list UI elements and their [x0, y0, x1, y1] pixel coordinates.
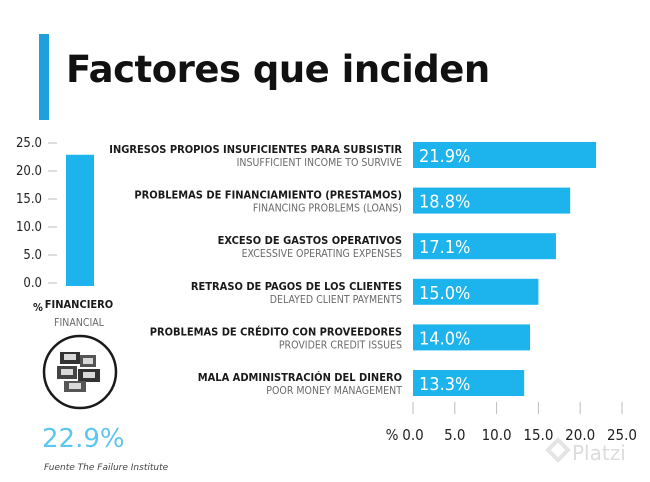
x-tick-label: 25.0	[607, 426, 637, 444]
y-axis-unit: %	[33, 301, 43, 314]
factor-value-label: 18.8%	[419, 192, 470, 213]
factor-label: INGRESOS PROPIOS INSUFICIENTES PARA SUBS…	[109, 143, 402, 156]
factor-value-label: 21.9%	[419, 146, 470, 167]
factor-bar	[413, 278, 539, 305]
factor-bar	[413, 233, 556, 260]
x-axis-unit: %	[386, 426, 399, 444]
financial-bar	[66, 154, 94, 286]
factor-label: RETRASO DE PAGOS DE LOS CLIENTES	[191, 280, 402, 293]
factor-bar	[413, 187, 571, 214]
factor-label-en: PROVIDER CREDIT ISSUES	[279, 339, 402, 351]
financial-label-en: FINANCIAL	[54, 317, 105, 329]
page-title: Factores que inciden	[66, 48, 490, 91]
y-tick-label: 25.0	[16, 136, 42, 151]
factor-bar	[413, 370, 525, 396]
source-note: Fuente The Failure Institute	[44, 463, 169, 473]
financial-big-value: 22.9%	[42, 424, 125, 454]
factor-label: MALA ADMINISTRACIÓN DEL DINERO	[198, 371, 402, 384]
factor-label-en: DELAYED CLIENT PAYMENTS	[270, 294, 402, 306]
x-tick-label: 20.0	[565, 426, 595, 444]
y-tick-label: 5.0	[23, 248, 42, 263]
factors-horizontal-bar-chart: 21.9% INGRESOS PROPIOS INSUFICIENTES PARA…	[109, 142, 637, 444]
factor-value-label: 14.0%	[419, 328, 470, 349]
x-tick-label: 15.0	[523, 426, 553, 444]
factor-bar	[413, 324, 531, 351]
factor-label: PROBLEMAS DE FINANCIAMIENTO (PRESTAMOS)	[134, 189, 402, 202]
y-tick-label: 0.0	[23, 276, 42, 291]
platzi-watermark: Platzi	[572, 441, 626, 465]
factor-value-label: 15.0%	[419, 283, 470, 304]
factor-bar	[413, 142, 597, 168]
factor-label-en: POOR MONEY MANAGEMENT	[266, 385, 402, 397]
financial-vertical-bar-chart: 0.0 5.0 10.0 15.0 20.0 25.0% FINANCIERO FINANCI…	[16, 136, 113, 329]
platzi-watermark-icon	[545, 437, 571, 463]
y-tick-label: 10.0	[16, 220, 42, 235]
x-tick-label: 10.0	[482, 426, 512, 444]
x-tick-label: 5.0	[444, 426, 465, 444]
factor-label-en: EXCESSIVE OPERATING EXPENSES	[242, 248, 402, 260]
factor-label: PROBLEMAS DE CRÉDITO CON PROVEEDORES	[150, 325, 402, 338]
money-stacks-icon	[42, 334, 118, 410]
x-tick-label: 0.0	[402, 426, 423, 444]
factor-value-label: 17.1%	[419, 237, 470, 258]
factor-label-en: INSUFFICIENT INCOME TO SURVIVE	[237, 157, 402, 169]
factor-label: EXCESO DE GASTOS OPERATIVOS	[218, 234, 402, 247]
y-tick-label: 20.0	[16, 164, 42, 179]
factor-value-label: 13.3%	[419, 374, 470, 395]
title-accent-bar	[39, 34, 49, 120]
factor-label-en: FINANCING PROBLEMS (LOANS)	[253, 203, 402, 215]
y-tick-label: 15.0	[16, 192, 42, 207]
financial-label: FINANCIERO	[45, 298, 113, 311]
